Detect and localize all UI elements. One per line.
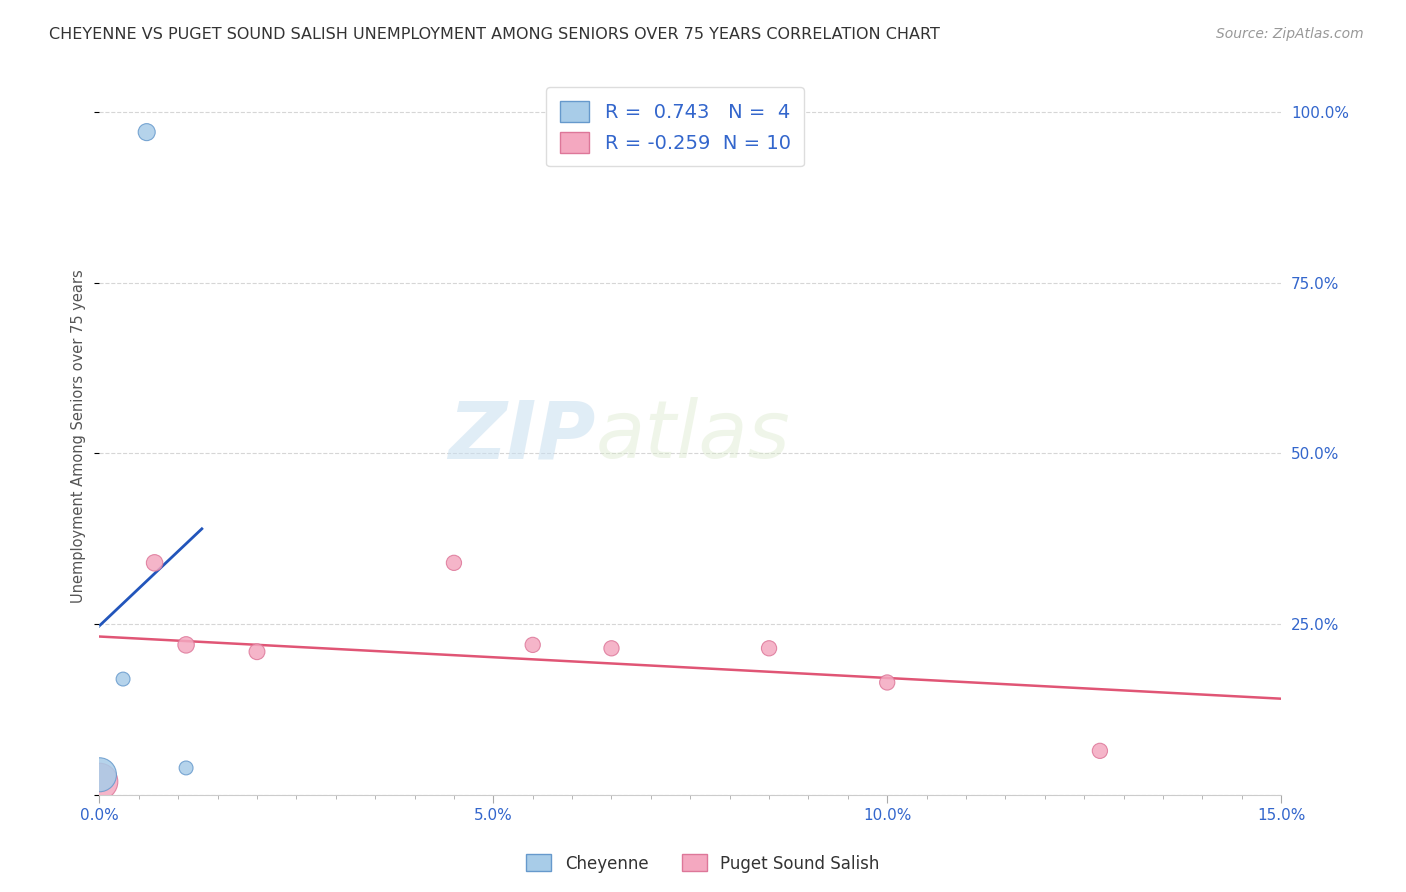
- Text: CHEYENNE VS PUGET SOUND SALISH UNEMPLOYMENT AMONG SENIORS OVER 75 YEARS CORRELAT: CHEYENNE VS PUGET SOUND SALISH UNEMPLOYM…: [49, 27, 941, 42]
- Point: [876, 675, 898, 690]
- Point: [89, 774, 111, 789]
- Legend: R =  0.743   N =  4, R = -0.259  N = 10: R = 0.743 N = 4, R = -0.259 N = 10: [547, 87, 804, 167]
- Text: atlas: atlas: [596, 397, 790, 475]
- Point: [246, 645, 269, 659]
- Text: ZIP: ZIP: [449, 397, 596, 475]
- Point: [600, 641, 623, 656]
- Point: [758, 641, 780, 656]
- Point: [174, 638, 197, 652]
- Point: [1088, 744, 1111, 758]
- Point: [174, 761, 197, 775]
- Point: [522, 638, 544, 652]
- Legend: Cheyenne, Puget Sound Salish: Cheyenne, Puget Sound Salish: [520, 847, 886, 880]
- Point: [112, 672, 135, 686]
- Point: [143, 556, 166, 570]
- Point: [89, 768, 111, 782]
- Point: [443, 556, 465, 570]
- Point: [135, 125, 157, 139]
- Text: Source: ZipAtlas.com: Source: ZipAtlas.com: [1216, 27, 1364, 41]
- Y-axis label: Unemployment Among Seniors over 75 years: Unemployment Among Seniors over 75 years: [72, 269, 86, 603]
